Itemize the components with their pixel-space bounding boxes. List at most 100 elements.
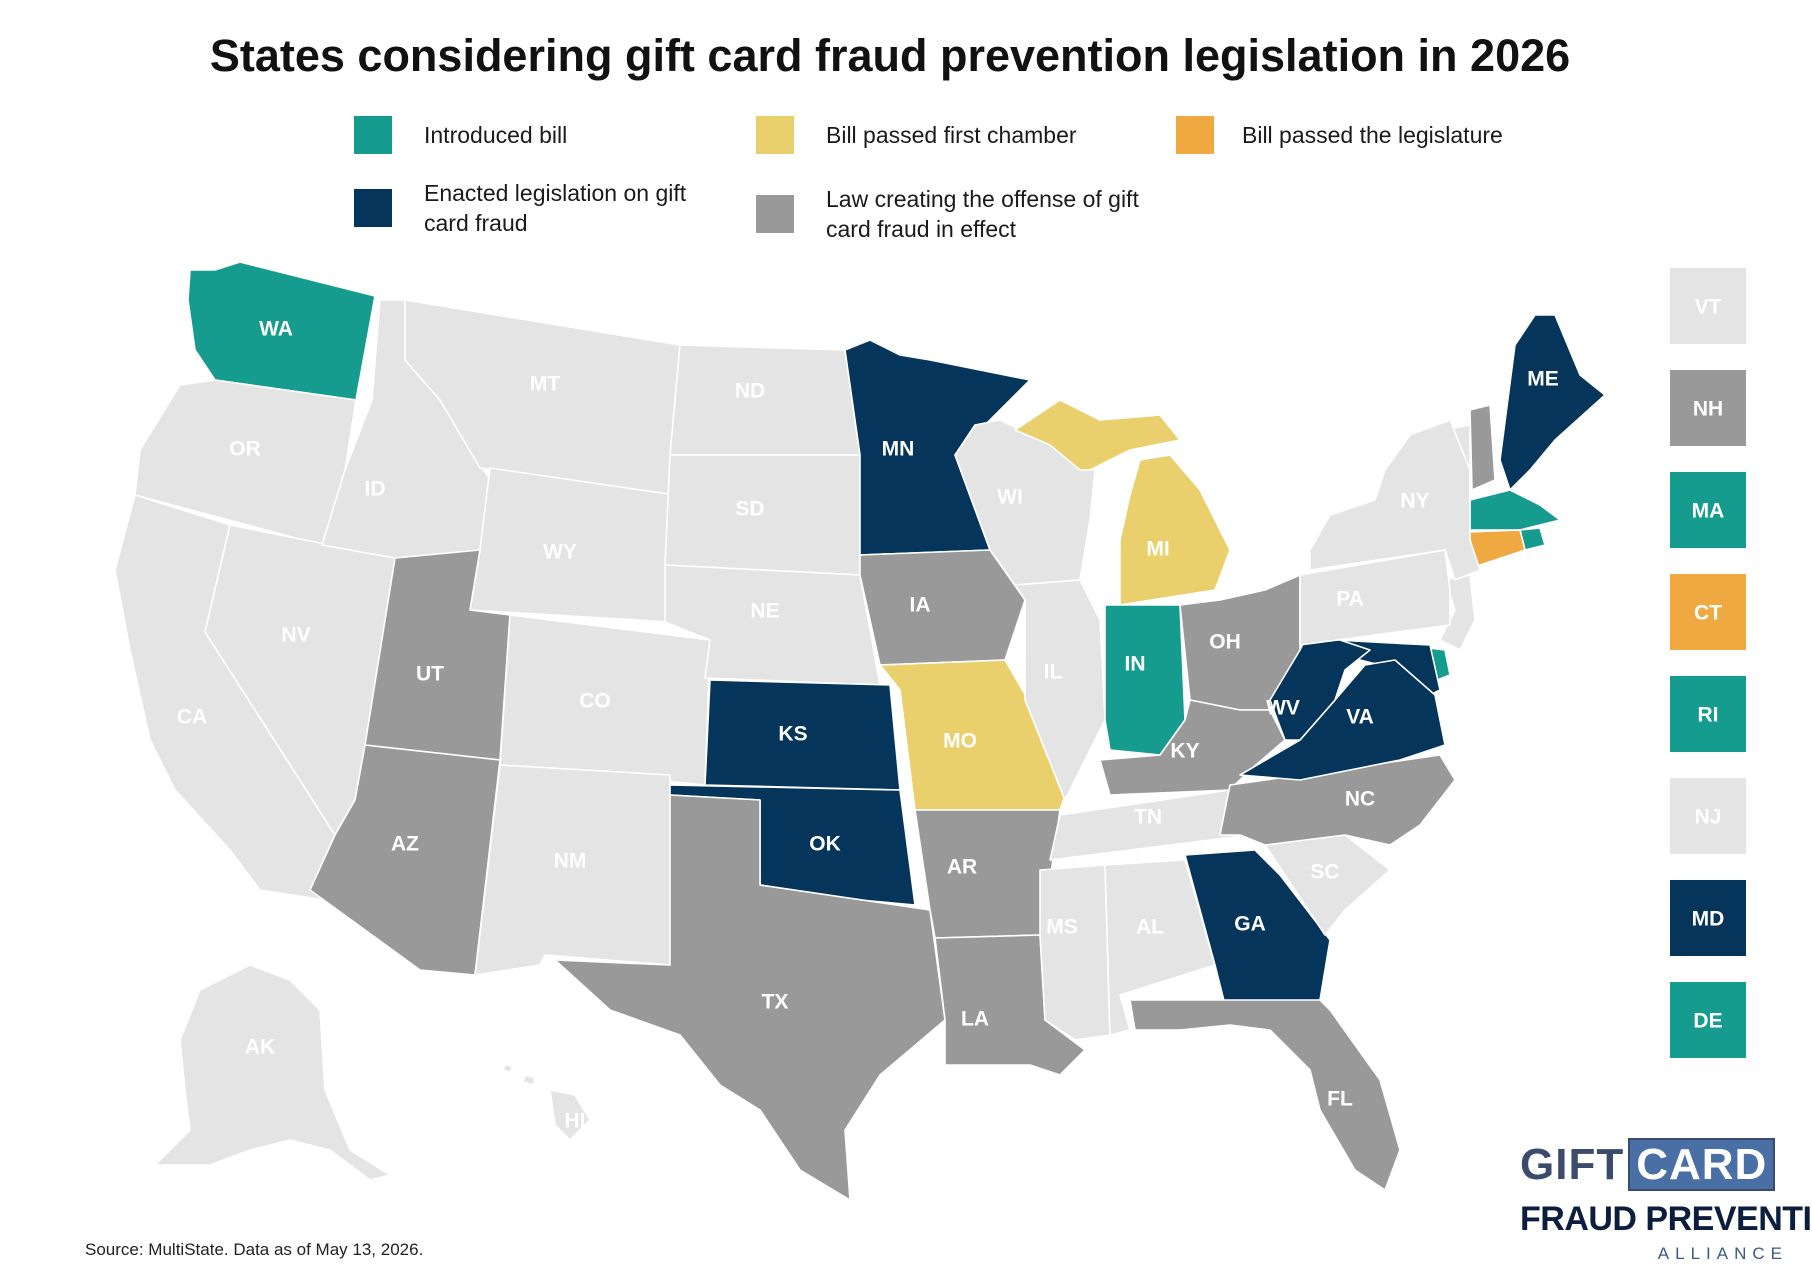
state-label-sd: SD <box>735 498 764 521</box>
state-label-me: ME <box>1527 368 1559 391</box>
state-label-tx: TX <box>762 991 789 1014</box>
state-box-ma <box>1670 472 1746 548</box>
state-label-in: IN <box>1125 653 1146 676</box>
state-label-wy: WY <box>543 541 577 564</box>
state-box-ri <box>1670 676 1746 752</box>
state-label-wi: WI <box>997 486 1023 509</box>
state-ma <box>1469 489 1561 531</box>
state-mn <box>844 339 1031 556</box>
state-mi <box>1014 399 1231 606</box>
state-box-md <box>1670 880 1746 956</box>
state-ms <box>1039 864 1111 1041</box>
state-label-co: CO <box>579 690 611 713</box>
state-ia <box>859 549 1026 666</box>
map-title: States considering gift card fraud preve… <box>209 30 1571 81</box>
state-box-ct <box>1670 574 1746 650</box>
logo-card: CARD <box>1628 1138 1776 1191</box>
state-label-nd: ND <box>735 380 765 403</box>
state-or <box>134 379 357 546</box>
state-box-nh <box>1670 370 1746 446</box>
legend-swatch-introduced <box>354 116 392 154</box>
state-label-nc: NC <box>1345 788 1375 811</box>
state-box-label-md: MD <box>1692 908 1725 931</box>
state-box-label-nh: NH <box>1693 398 1723 421</box>
source-note: Source: MultiState. Data as of May 13, 2… <box>85 1240 424 1259</box>
state-label-oh: OH <box>1209 631 1241 654</box>
state-label-ms: MS <box>1046 916 1078 939</box>
state-label-nm: NM <box>554 850 587 873</box>
state-label-tn: TN <box>1134 806 1162 829</box>
state-tx <box>554 794 946 1201</box>
legend-swatch-first-chamber <box>756 116 794 154</box>
logo-line-2: FRAUD PREVENTION <box>1520 1200 1812 1238</box>
legend-swatch-law-in-effect <box>756 195 794 233</box>
state-ny <box>1309 419 1481 581</box>
state-label-ok: OK <box>809 833 841 856</box>
state-label-ak: AK <box>245 1036 275 1059</box>
state-label-wv: WV <box>1266 697 1300 720</box>
legend-swatch-enacted <box>354 189 392 227</box>
state-label-ks: KS <box>778 723 807 746</box>
legend-label-law-in-effect: Law creating the offense of gift card fr… <box>826 186 1139 242</box>
state-box-label-ct: CT <box>1694 602 1722 625</box>
state-box-label-ma: MA <box>1692 500 1725 523</box>
logo-line-1: GIFT CARD <box>1520 1138 1776 1191</box>
state-label-ga: GA <box>1234 913 1266 936</box>
state-il <box>1014 579 1106 801</box>
state-wi <box>954 419 1096 586</box>
state-me <box>1499 314 1606 491</box>
state-box-vt <box>1670 268 1746 344</box>
legend-label-passed-legislature: Bill passed the legislature <box>1242 122 1503 148</box>
legend-swatch-passed-legislature <box>1176 116 1214 154</box>
state-wy <box>469 467 676 623</box>
state-label-pa: PA <box>1336 588 1364 611</box>
state-label-az: AZ <box>391 833 419 856</box>
state-label-ut: UT <box>416 663 444 686</box>
state-label-mi: MI <box>1146 538 1169 561</box>
state-ar <box>914 809 1061 939</box>
state-label-ca: CA <box>177 706 207 729</box>
legend-item-introduced: Introduced bill <box>354 116 724 154</box>
state-nm <box>474 764 671 976</box>
state-label-al: AL <box>1136 916 1164 939</box>
state-label-ne: NE <box>750 600 779 623</box>
legend-item-first-chamber: Bill passed first chamber <box>756 116 1126 154</box>
state-fl <box>1129 999 1401 1191</box>
legend-item-enacted: Enacted legislation on gift card fraud <box>354 178 724 238</box>
state-label-ia: IA <box>910 594 931 617</box>
state-label-ny: NY <box>1400 490 1429 513</box>
state-label-hi: HI <box>565 1110 586 1133</box>
state-nh <box>1469 404 1496 491</box>
state-label-fl: FL <box>1327 1088 1353 1111</box>
state-ga <box>1184 849 1331 1006</box>
state-box-de <box>1670 982 1746 1058</box>
state-box-label-de: DE <box>1693 1010 1722 1033</box>
state-label-sc: SC <box>1310 861 1339 884</box>
state-label-va: VA <box>1346 706 1374 729</box>
state-label-ar: AR <box>947 856 977 879</box>
state-box-label-vt: VT <box>1695 296 1722 319</box>
state-label-ky: KY <box>1170 740 1199 763</box>
state-box-label-nj: NJ <box>1695 806 1722 829</box>
logo-line-3: ALLIANCE <box>1657 1244 1788 1263</box>
state-box-label-ri: RI <box>1698 704 1719 727</box>
state-ky <box>1099 699 1286 796</box>
state-in <box>1104 604 1186 756</box>
legend-label-first-chamber: Bill passed first chamber <box>826 122 1077 148</box>
legend: Introduced bill Bill passed first chambe… <box>0 0 1812 260</box>
state-label-la: LA <box>961 1008 989 1031</box>
legend-item-passed-legislature: Bill passed the legislature <box>1176 116 1602 154</box>
state-label-wa: WA <box>259 318 293 341</box>
state-hi <box>502 1064 591 1141</box>
legend-label-enacted: Enacted legislation on gift card fraud <box>424 180 687 236</box>
state-label-or: OR <box>229 438 261 461</box>
state-label-id: ID <box>365 478 386 501</box>
legend-item-law-in-effect: Law creating the offense of gift card fr… <box>756 184 1186 244</box>
state-label-mt: MT <box>530 373 560 396</box>
state-nj <box>1439 574 1476 651</box>
state-label-mn: MN <box>882 438 915 461</box>
legend-label-introduced: Introduced bill <box>424 122 568 148</box>
logo-gift: GIFT <box>1520 1140 1625 1189</box>
